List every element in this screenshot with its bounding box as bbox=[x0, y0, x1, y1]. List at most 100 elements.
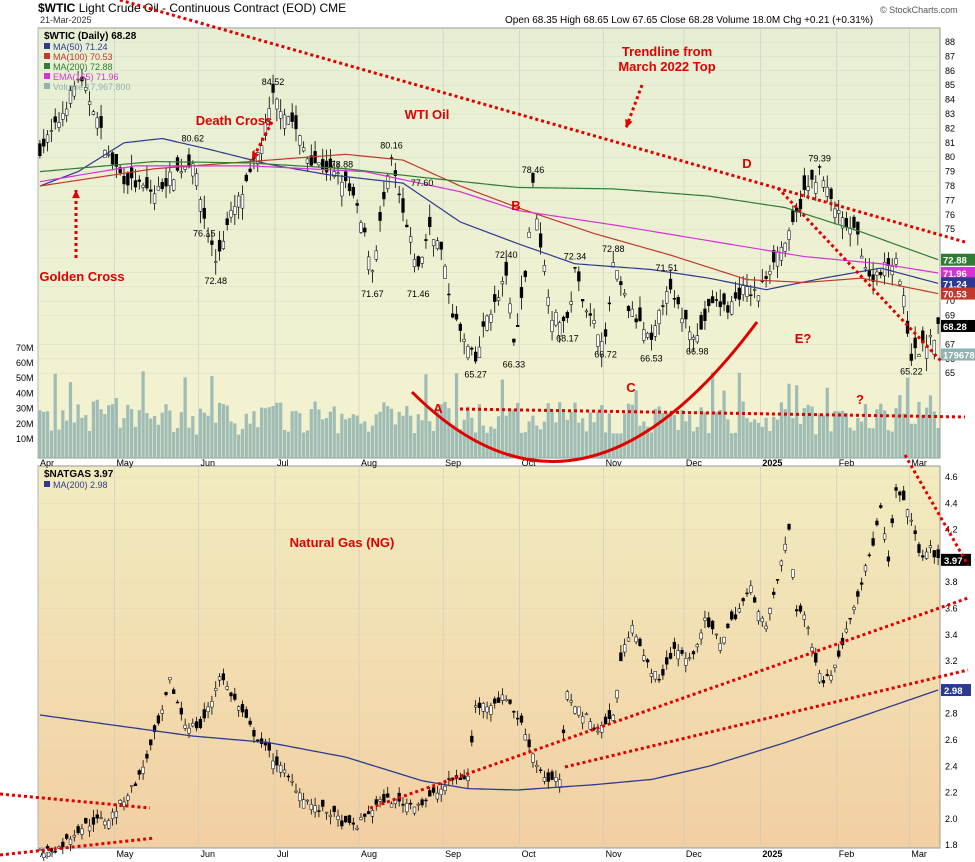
gas-candle-body bbox=[580, 716, 585, 724]
volume-bar bbox=[195, 434, 199, 458]
oil-candle-body bbox=[191, 163, 195, 177]
gas-candle-body bbox=[787, 523, 791, 530]
volume-bar bbox=[588, 412, 592, 458]
golden-cross-label: Golden Cross bbox=[39, 269, 124, 284]
chart-exchange: CME bbox=[319, 1, 347, 15]
oil-candle-body bbox=[535, 218, 539, 231]
gas-candle-body bbox=[252, 730, 256, 737]
volume-bar bbox=[561, 412, 566, 458]
oil-candle-body bbox=[699, 315, 703, 330]
gas-candle-body bbox=[837, 650, 841, 657]
volume-bar bbox=[279, 402, 283, 458]
volume-bar bbox=[665, 412, 669, 458]
gas-candle-body bbox=[470, 735, 474, 743]
volume-bar bbox=[817, 413, 822, 458]
volume-bar bbox=[328, 411, 332, 458]
gas-candle-body bbox=[80, 828, 84, 835]
oil-candle-body bbox=[298, 135, 302, 146]
gas-candle-body bbox=[202, 709, 206, 719]
volume-bar bbox=[149, 418, 153, 458]
oil-candle-body bbox=[489, 313, 493, 323]
volume-bar bbox=[867, 428, 871, 458]
gas-candle-body bbox=[347, 815, 352, 823]
gas-candle-body bbox=[462, 775, 466, 780]
oil-candle-body bbox=[603, 329, 608, 337]
oil-candle-body bbox=[752, 289, 757, 291]
gas-candle-body bbox=[649, 673, 654, 677]
wave-d-label: D bbox=[742, 156, 751, 171]
volume-bar bbox=[237, 434, 241, 458]
swing-price-label: 71.51 bbox=[655, 263, 678, 273]
volume-bar bbox=[668, 411, 673, 458]
gas-candle-body bbox=[760, 617, 764, 623]
oil-candle-body bbox=[168, 171, 172, 186]
volume-bar bbox=[49, 430, 53, 458]
oil-y-tick-label: 65 bbox=[945, 368, 955, 378]
oil-y-tick-label: 83 bbox=[945, 109, 955, 119]
gas-candle-body bbox=[183, 724, 187, 729]
volume-bar bbox=[802, 408, 806, 458]
oil-candle-body bbox=[393, 170, 398, 176]
volume-bar bbox=[569, 412, 573, 458]
oil-candle-body bbox=[615, 270, 619, 280]
oil-candle-body bbox=[493, 294, 497, 302]
gas-candle-body bbox=[573, 706, 577, 714]
oil-candle-body bbox=[867, 269, 871, 277]
oil-price-tag bbox=[941, 266, 975, 279]
gas-candle-body bbox=[114, 811, 119, 818]
gas-candle-body bbox=[412, 806, 417, 814]
gas-y-tick-label: 2.6 bbox=[945, 735, 958, 745]
volume-bar bbox=[898, 395, 902, 458]
volume-bar bbox=[382, 402, 386, 458]
gas-candle-body bbox=[389, 803, 394, 808]
volume-bar bbox=[110, 404, 115, 458]
oil-legend-swatch bbox=[44, 53, 50, 59]
oil-candle-body bbox=[898, 281, 902, 285]
volume-bar bbox=[393, 424, 397, 458]
oil-candle-body bbox=[183, 166, 187, 170]
gas-candle-body bbox=[886, 556, 891, 562]
oil-candle-body bbox=[519, 287, 524, 299]
volume-bar bbox=[840, 410, 845, 458]
oil-candle-body bbox=[244, 174, 248, 182]
volume-bar bbox=[772, 416, 776, 458]
volume-bar bbox=[451, 425, 455, 458]
volume-bar bbox=[630, 404, 634, 458]
gas-candle-body bbox=[489, 705, 493, 715]
gas-y-tick-label: 2.4 bbox=[945, 761, 958, 771]
volume-bar bbox=[183, 377, 187, 458]
volume-bar bbox=[252, 411, 256, 458]
volume-bar bbox=[672, 414, 676, 458]
gas-candle-body bbox=[806, 627, 810, 630]
swing-price-label: 77.60 bbox=[411, 178, 434, 188]
volume-bar bbox=[779, 402, 783, 458]
gas-candle-body bbox=[768, 608, 772, 614]
gas-candle-body bbox=[378, 799, 382, 802]
volume-bar bbox=[814, 434, 818, 458]
oil-candle-body bbox=[271, 83, 275, 93]
oil-candle-body bbox=[913, 337, 917, 349]
volume-bar bbox=[351, 414, 355, 458]
volume-bar bbox=[821, 415, 826, 458]
oil-candle-body bbox=[554, 312, 558, 326]
gas-candle-body bbox=[206, 706, 210, 712]
oil-candle-body bbox=[649, 332, 654, 340]
gas-candle-body bbox=[244, 709, 248, 718]
gas-y-tick-label: 3.2 bbox=[945, 656, 958, 666]
gas-candle-body bbox=[695, 644, 699, 648]
volume-bar bbox=[730, 433, 734, 458]
volume-bar bbox=[695, 426, 699, 458]
gas-candle-body bbox=[386, 793, 390, 798]
gas-candle-body bbox=[99, 817, 103, 819]
gas-candle-body bbox=[810, 647, 814, 652]
gas-candle-body bbox=[187, 727, 191, 734]
volume-bar bbox=[646, 426, 650, 458]
oil-candle-body bbox=[137, 179, 141, 182]
oil-candle-body bbox=[412, 259, 417, 267]
gas-candle-body bbox=[141, 766, 145, 774]
oil-x-tick-label: Aug bbox=[361, 458, 377, 468]
oil-candle-body bbox=[512, 338, 516, 343]
oil-y-tick-label: 67 bbox=[945, 339, 955, 349]
oil-panel bbox=[37, 27, 941, 459]
volume-bar bbox=[710, 372, 715, 458]
